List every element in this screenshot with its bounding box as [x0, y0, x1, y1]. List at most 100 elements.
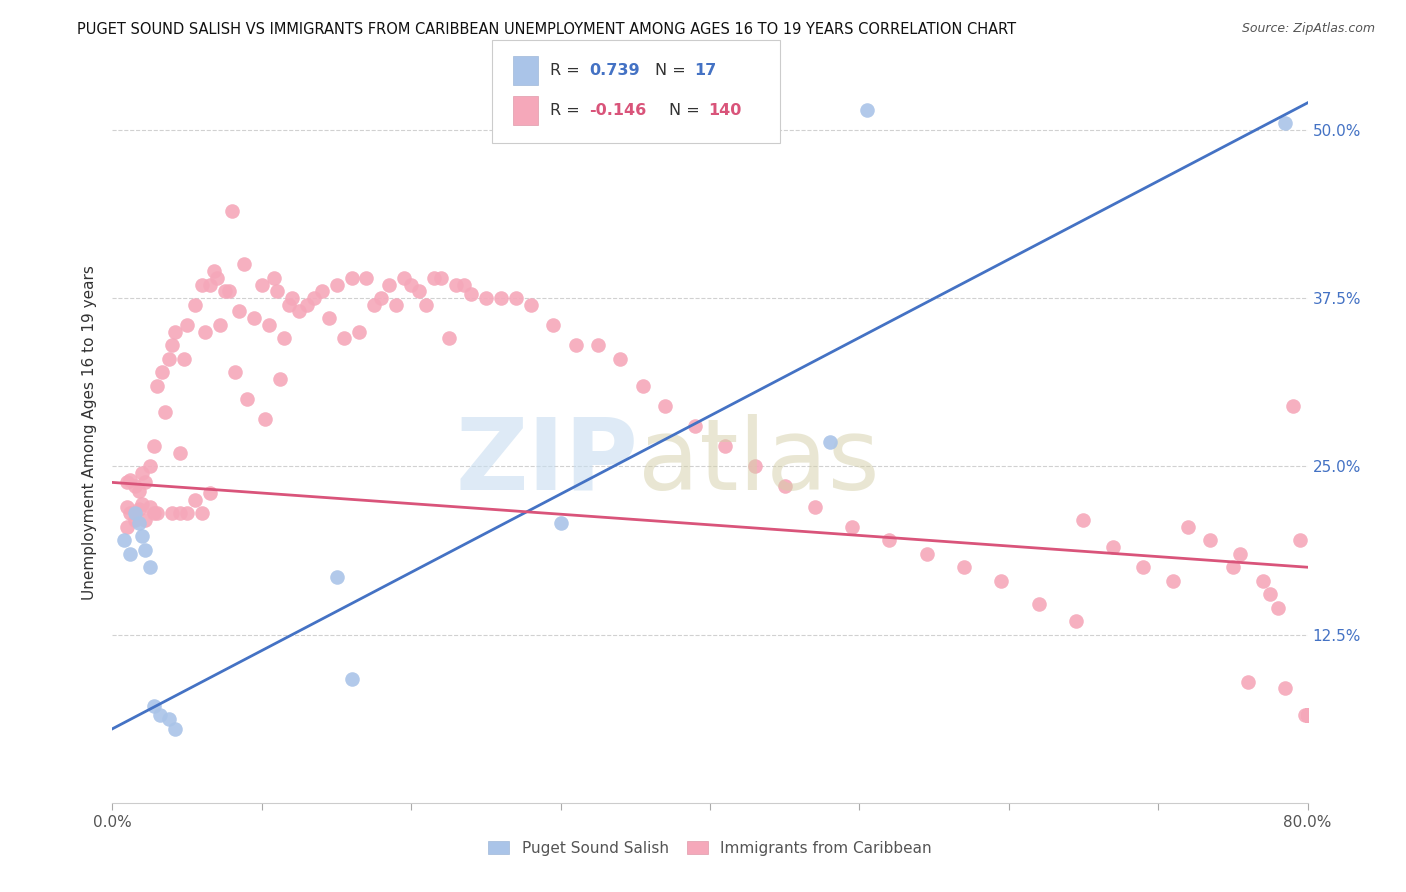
Point — [1161, 574, 1184, 588]
Point — [1073, 513, 1095, 527]
Point — [120, 473, 142, 487]
Point — [1258, 587, 1281, 601]
Point — [333, 331, 356, 345]
Point — [437, 331, 460, 345]
Point — [243, 311, 266, 326]
Point — [453, 277, 475, 292]
Point — [654, 399, 676, 413]
Point — [288, 304, 311, 318]
Point — [1296, 708, 1319, 723]
Point — [176, 507, 198, 521]
Point — [169, 446, 191, 460]
Point — [218, 285, 240, 299]
Point — [392, 270, 415, 285]
Point — [1296, 708, 1319, 723]
Point — [1237, 674, 1260, 689]
Point — [183, 298, 205, 312]
Point — [1281, 399, 1303, 413]
Point — [131, 466, 153, 480]
Point — [1296, 708, 1319, 723]
Point — [818, 435, 841, 450]
Point — [131, 497, 153, 511]
Point — [143, 439, 166, 453]
Point — [209, 318, 232, 332]
Text: R =: R = — [550, 103, 585, 118]
Point — [1274, 681, 1296, 696]
Point — [143, 507, 166, 521]
Point — [128, 502, 150, 516]
Point — [990, 574, 1012, 588]
Point — [277, 298, 299, 312]
Point — [1296, 708, 1319, 723]
Point — [139, 500, 162, 514]
Point — [489, 291, 512, 305]
Point — [430, 270, 453, 285]
Point — [233, 257, 256, 271]
Point — [124, 507, 146, 521]
Point — [340, 672, 363, 686]
Point — [134, 542, 156, 557]
Point — [153, 405, 176, 419]
Point — [1289, 533, 1312, 548]
Point — [347, 325, 370, 339]
Point — [128, 516, 150, 530]
Point — [149, 708, 172, 723]
Point — [879, 533, 901, 548]
Point — [146, 507, 169, 521]
Point — [318, 311, 340, 326]
Point — [157, 351, 180, 366]
Text: ZIP: ZIP — [456, 414, 638, 511]
Point — [191, 277, 214, 292]
Point — [228, 304, 250, 318]
Point — [139, 560, 162, 574]
Point — [214, 285, 236, 299]
Point — [363, 298, 385, 312]
Point — [631, 378, 654, 392]
Text: Source: ZipAtlas.com: Source: ZipAtlas.com — [1241, 22, 1375, 36]
Point — [311, 285, 333, 299]
Point — [117, 500, 139, 514]
Point — [253, 412, 276, 426]
Point — [273, 331, 295, 345]
Text: 140: 140 — [709, 103, 742, 118]
Point — [250, 277, 273, 292]
Point — [198, 277, 221, 292]
Point — [146, 378, 169, 392]
Point — [1132, 560, 1154, 574]
Point — [1296, 708, 1319, 723]
Point — [205, 270, 228, 285]
Point — [128, 483, 150, 498]
Point — [609, 351, 631, 366]
Point — [117, 520, 139, 534]
Point — [1296, 708, 1319, 723]
Point — [550, 516, 572, 530]
Point — [1296, 708, 1319, 723]
Text: atlas: atlas — [638, 414, 880, 511]
Point — [202, 264, 225, 278]
Point — [1296, 708, 1319, 723]
Point — [1296, 708, 1319, 723]
Point — [475, 291, 498, 305]
Point — [340, 270, 363, 285]
Text: -0.146: -0.146 — [589, 103, 647, 118]
Text: N =: N = — [669, 103, 706, 118]
Point — [841, 520, 863, 534]
Point — [1296, 708, 1319, 723]
Point — [1177, 520, 1199, 534]
Point — [120, 547, 142, 561]
Point — [520, 298, 543, 312]
Point — [505, 291, 527, 305]
Point — [302, 291, 325, 305]
Point — [1296, 708, 1319, 723]
Point — [356, 270, 378, 285]
Point — [259, 318, 281, 332]
Point — [224, 365, 246, 379]
Point — [176, 318, 198, 332]
Point — [1274, 116, 1296, 130]
Point — [1296, 708, 1319, 723]
Point — [1102, 540, 1125, 554]
Point — [162, 507, 183, 521]
Point — [1251, 574, 1274, 588]
Point — [773, 479, 796, 493]
Point — [173, 351, 195, 366]
